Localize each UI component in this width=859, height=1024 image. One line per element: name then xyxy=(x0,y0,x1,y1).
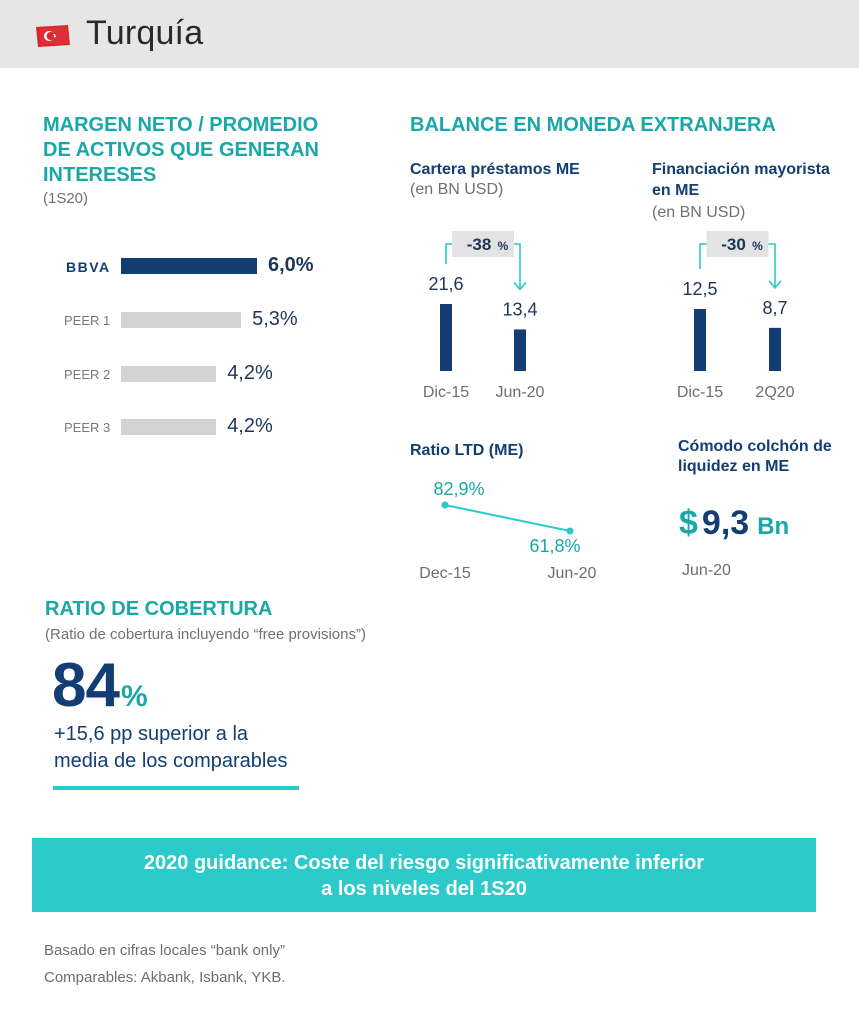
loans-bar-0 xyxy=(440,304,452,371)
funding-category-label-0: Dic-15 xyxy=(677,384,723,401)
rank-label-peer-3: PEER 3 xyxy=(64,420,111,435)
page-title: Turquía xyxy=(86,14,204,52)
margin-title-line3: INTERESES xyxy=(43,164,157,186)
liquidity-title-line1: Cómodo colchón de xyxy=(678,438,832,455)
ltd-line xyxy=(444,504,571,532)
loans-category-label-0: Dic-15 xyxy=(423,384,469,401)
ltd-value-label-1: 61,8% xyxy=(529,536,580,556)
rank-value-peer-3: 4,2% xyxy=(227,415,273,437)
ltd-title: Ratio LTD (ME) xyxy=(410,442,524,459)
loans-change-pct: % xyxy=(498,239,509,253)
loans-value-label-0: 21,6 xyxy=(428,274,463,294)
loans-change-label: -38 xyxy=(467,235,492,254)
page-header: Turquía xyxy=(0,0,859,68)
liquidity-value-block: $9,3 Bn xyxy=(679,504,789,543)
rank-value-peer-2: 4,2% xyxy=(227,362,273,384)
coverage-value-block: 84% xyxy=(52,650,148,721)
coverage-subtitle: (Ratio de cobertura incluyendo “free pro… xyxy=(45,626,366,643)
funding-change-label: -30 xyxy=(721,235,746,254)
margin-title-line2: DE ACTIVOS QUE GENERAN xyxy=(43,139,319,161)
liquidity-currency: $ xyxy=(679,504,698,542)
loans-unit: (en BN USD) xyxy=(410,181,504,198)
footnote-line2: Comparables: Akbank, Isbank, YKB. xyxy=(44,969,286,986)
coverage-text: +15,6 pp superior a la media de los comp… xyxy=(54,721,324,775)
liquidity-title-line2: liquidez en ME xyxy=(678,458,790,475)
funding-title-line2: en ME xyxy=(652,182,700,199)
guidance-banner: 2020 guidance: Coste del riesgo signific… xyxy=(32,838,816,912)
funding-category-label-1: 2Q20 xyxy=(755,384,794,401)
bbva-logo: BBVA xyxy=(66,259,111,275)
coverage-title: RATIO DE COBERTURA xyxy=(45,598,273,620)
loans-value-label-1: 13,4 xyxy=(502,299,537,319)
funding-change-badge xyxy=(706,231,769,257)
loans-change-arrowhead xyxy=(513,281,527,291)
loans-category-label-1: Jun-20 xyxy=(496,384,545,401)
coverage-text-line2: media de los comparables xyxy=(54,750,288,772)
funding-bar-1 xyxy=(769,327,781,371)
rank-bar-peer-1 xyxy=(121,312,242,328)
funding-bar-0 xyxy=(694,309,706,371)
guidance-line1: 2020 guidance: Coste del riesgo signific… xyxy=(143,852,705,874)
rank-label-peer-1: PEER 1 xyxy=(64,313,111,328)
margin-title-line1: MARGEN NETO / PROMEDIO xyxy=(43,114,319,136)
balance-title: BALANCE EN MONEDA EXTRANJERA xyxy=(410,114,776,136)
liquidity-date: Jun-20 xyxy=(682,562,731,579)
liquidity-value: 9,3 xyxy=(701,504,750,542)
rank-bar-peer-2 xyxy=(121,366,217,382)
rank-value-bbva: 6,0% xyxy=(268,254,314,276)
rank-bar-peer-3 xyxy=(121,419,217,435)
coverage-value: 84 xyxy=(52,651,120,720)
coverage-underline xyxy=(53,786,299,790)
footnote-line1: Basado en cifras locales “bank only” xyxy=(44,942,285,959)
rank-bar-bbva xyxy=(121,258,257,274)
funding-unit: (en BN USD) xyxy=(652,204,746,221)
rank-label-peer-2: PEER 2 xyxy=(64,367,111,382)
liquidity-unit: Bn xyxy=(757,513,790,540)
loans-change-badge xyxy=(452,231,514,257)
funding-value-label-1: 8,7 xyxy=(762,298,787,318)
coverage-pct-sign: % xyxy=(120,680,148,713)
ltd-point-1 xyxy=(566,527,574,535)
loans-bar-1 xyxy=(514,329,526,371)
funding-title-line1: Financiación mayorista xyxy=(652,161,830,178)
rank-value-peer-1: 5,3% xyxy=(252,308,298,330)
funding-change-pct: % xyxy=(752,239,763,253)
turkey-flag-icon xyxy=(36,25,70,47)
guidance-line2: a los niveles del 1S20 xyxy=(321,878,527,900)
loans-title: Cartera préstamos ME xyxy=(410,161,580,178)
margin-period: (1S20) xyxy=(43,190,89,207)
funding-change-arrowhead xyxy=(768,280,782,290)
ltd-value-label-0: 82,9% xyxy=(433,479,484,499)
ltd-x-label-1: Jun-20 xyxy=(548,565,597,582)
ltd-point-0 xyxy=(441,501,449,509)
coverage-text-line1: +15,6 pp superior a la xyxy=(54,723,249,745)
funding-value-label-0: 12,5 xyxy=(682,279,717,299)
ltd-x-label-0: Dec-15 xyxy=(419,565,471,582)
